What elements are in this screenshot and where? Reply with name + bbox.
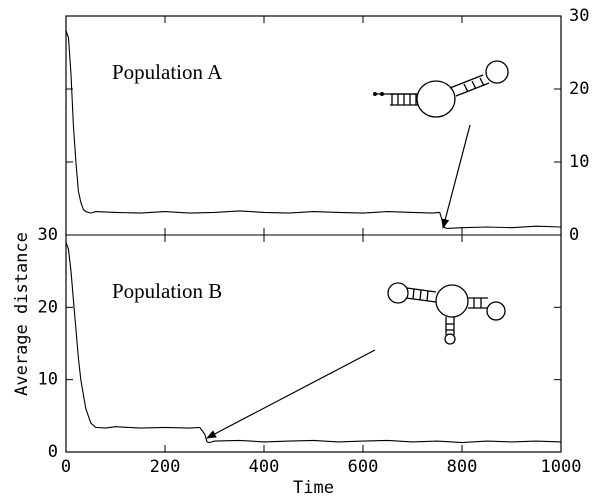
y-tick-label: 30 [569, 6, 589, 26]
y-tick-label: 20 [569, 79, 589, 99]
x-tick-label: 600 [348, 457, 379, 477]
y-tick-label: 0 [48, 442, 58, 462]
arrow [206, 349, 376, 439]
x-tick-label: 1000 [541, 457, 582, 477]
x-tick-label: 400 [249, 457, 280, 477]
x-tick-label: 800 [447, 457, 478, 477]
data-line [65, 242, 562, 444]
x-axis-label: Time [293, 478, 334, 498]
y-axis-label: Average distance [12, 232, 32, 396]
annotation: Population B [112, 279, 222, 303]
x-tick-label: 200 [150, 457, 181, 477]
y-tick-label: 20 [38, 297, 58, 317]
y-tick-label: 10 [569, 152, 589, 172]
arrow [441, 124, 471, 229]
y-tick-label: 10 [38, 370, 58, 390]
rna-structure-a [373, 60, 509, 118]
annotation: Population A [112, 60, 223, 84]
data-line [65, 30, 562, 229]
y-tick-label: 0 [569, 225, 579, 245]
y-tick-label: 30 [38, 225, 58, 245]
x-tick-label: 0 [61, 457, 71, 477]
rna-structure-b [387, 282, 506, 345]
